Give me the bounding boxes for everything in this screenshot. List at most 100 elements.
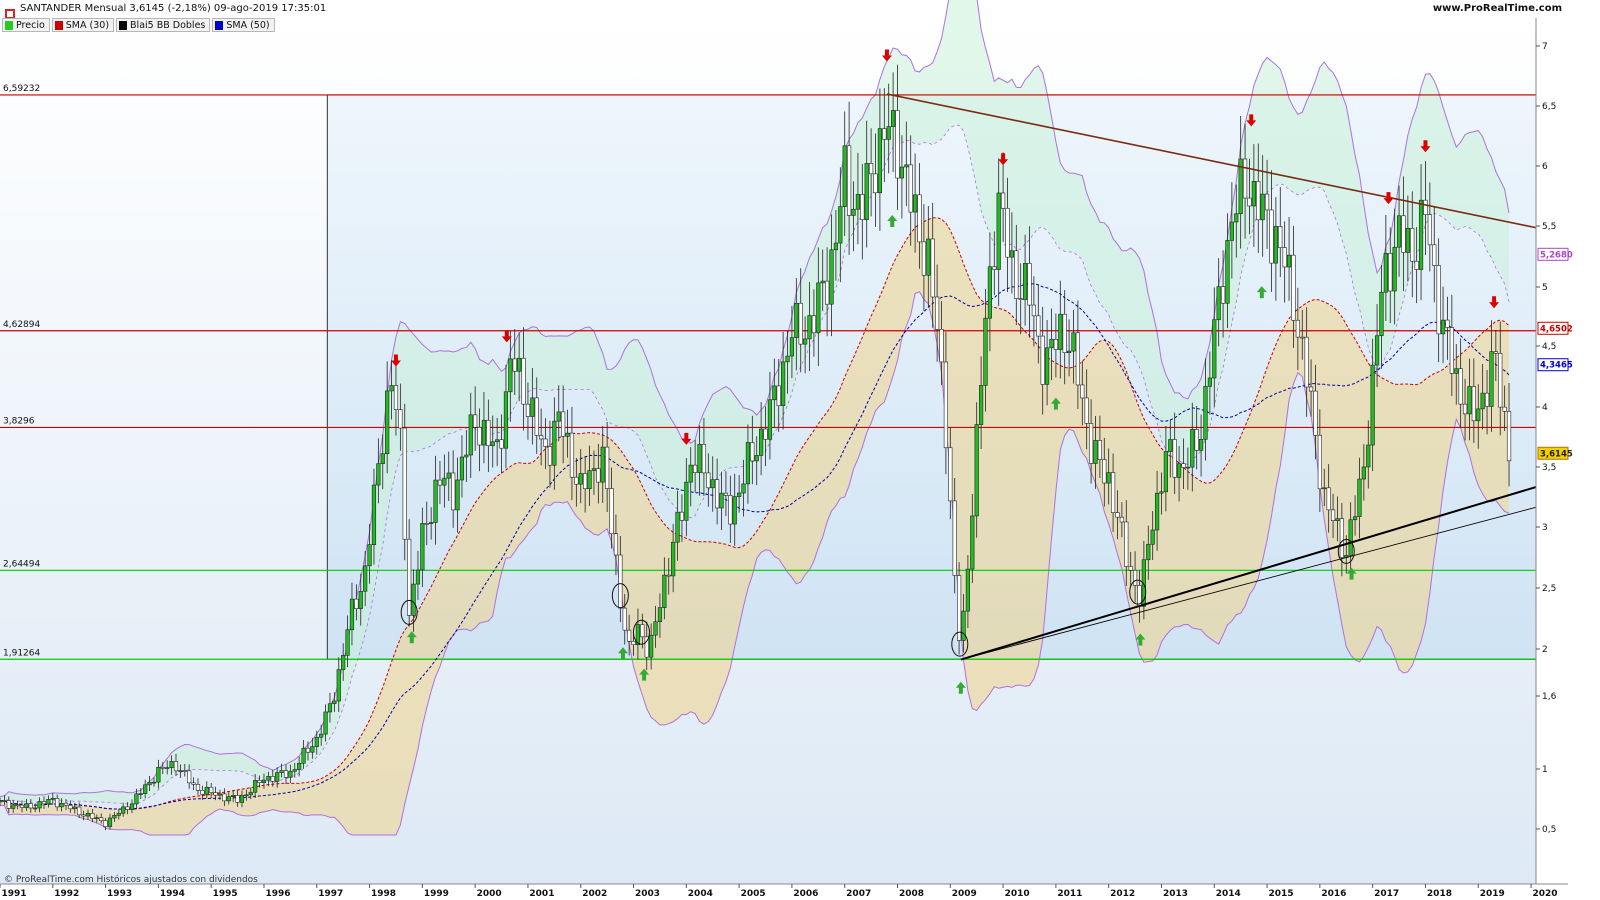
candle-body [820,280,825,284]
candle-body [270,776,275,782]
candle-body [336,669,341,702]
candle-body [94,817,99,820]
candle-body [613,533,619,556]
candle-body [1150,529,1155,545]
candle-body [1207,377,1212,387]
x-tick-label: 2005 [741,889,766,899]
candle-body [151,781,157,784]
sma50-line [0,283,1510,810]
x-tick-label: 2014 [1216,889,1241,899]
indicator-legend: Precio SMA (30) Blai5 BB Dobles SMA (50) [2,18,277,32]
candle-body [437,479,443,486]
candle-body [530,397,535,417]
candle-body [803,338,808,345]
candle-body [1308,386,1314,392]
candle-body [1396,215,1402,248]
candle-body [534,397,539,436]
candle-body [732,496,737,525]
candle-body [882,128,887,140]
candle-body [978,385,984,425]
candle-body [349,598,355,631]
legend-swatch [119,20,128,30]
x-tick-label: 1993 [107,889,132,899]
price-tag [1537,247,1569,261]
candle-body [763,428,768,440]
trendline [960,478,1564,661]
x-tick-label: 2016 [1321,889,1346,899]
candle-body [468,414,473,456]
price-tag [1537,358,1569,372]
x-tick-label: 1992 [54,889,79,899]
candle-body [1146,543,1151,561]
candle-body [886,126,891,140]
candle-body [398,409,403,429]
candle-body [1476,408,1481,422]
candle-body [1124,521,1129,567]
candle-body [451,472,456,511]
candle-body [195,784,201,791]
x-tick-label: 1997 [318,889,343,899]
candle-body [517,357,522,372]
candle-body [860,194,865,220]
candle-body [926,238,931,276]
price-tag [1537,321,1569,335]
x-tick-label: 2020 [1533,889,1558,899]
candle-body [429,522,434,524]
candle-body [1489,351,1494,407]
candle-body [684,481,689,521]
candle-body [1330,509,1336,521]
candle-body [987,266,992,319]
candle-body [1066,350,1072,353]
arrow-up-icon [955,681,966,694]
x-axis-panel [0,884,1600,900]
candle-body [781,361,786,406]
candle-body [838,206,843,244]
candle-body [446,472,451,479]
site-url[interactable]: www.ProRealTime.com [1432,3,1562,14]
candle-body [1300,336,1305,339]
candle-body [583,473,588,490]
candle-body [996,192,1001,270]
x-tick-label: 2019 [1480,889,1505,899]
candle-body [1484,392,1490,407]
candle-body [992,266,997,270]
candle-body [455,479,460,511]
trendline [886,93,1558,233]
candle-body [464,454,469,458]
legend-price[interactable]: Precio [2,18,50,32]
x-tick-label: 2018 [1427,889,1452,899]
candle-body [490,441,495,447]
candle-body [798,302,803,345]
candle-body [156,766,161,783]
candle-body [1088,423,1094,464]
lower-band-line [0,291,1510,836]
candle-body [1361,466,1366,480]
candle-body [556,411,561,422]
candle-body [833,242,839,251]
arrow-up-icon [1135,633,1146,646]
candle-body [37,801,42,809]
legend-sma50[interactable]: SMA (50) [212,18,275,32]
candle-body [33,807,38,810]
x-tick-label: 2013 [1163,889,1188,899]
candle-body [983,317,988,386]
legend-sma30[interactable]: SMA (30) [51,18,115,32]
candle-body [1132,569,1138,586]
candle-body [578,473,583,485]
candle-body [547,446,553,466]
candle-body [675,511,680,543]
candle-body [767,399,773,440]
candle-body [213,792,218,796]
legend-bb-dobles[interactable]: Blai5 BB Dobles [116,18,211,32]
candle-body [283,770,289,778]
candle-body [1498,352,1503,408]
candle-body [116,812,121,816]
candle-body [908,164,913,213]
candle-body [292,769,297,772]
candle-body [112,815,117,819]
candle-body [816,282,821,334]
y-tick-label: 7 [1542,42,1548,52]
candle-body [191,782,196,785]
candle-body [129,803,135,810]
